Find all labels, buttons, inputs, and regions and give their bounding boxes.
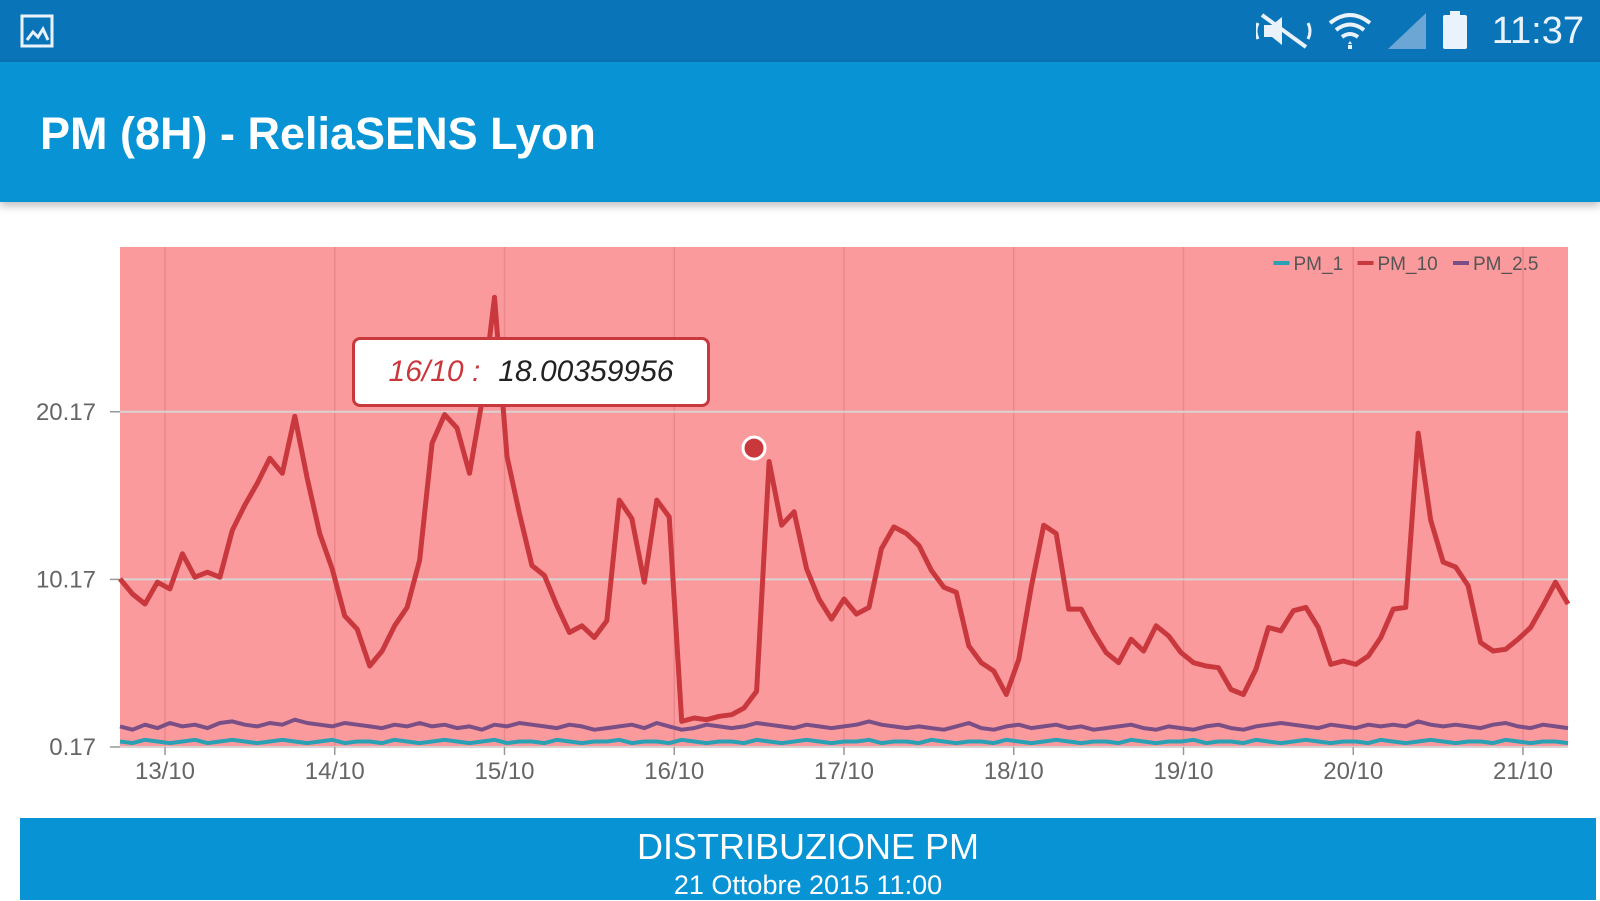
x-tick-label: 14/10 <box>305 758 365 785</box>
x-axis-ticks: 13/10 14/10 15/10 16/10 17/10 18/10 19/10 20/10… <box>135 747 1553 785</box>
status-icons: 11:37 <box>1255 0 1584 62</box>
page-title: PM (8H) - ReliaSENS Lyon <box>40 108 596 159</box>
highlight-layer <box>741 435 767 461</box>
x-tick-label: 21/10 <box>1493 758 1553 785</box>
x-tick-label: 17/10 <box>814 758 874 785</box>
pm-chart[interactable]: 13/10 14/10 15/10 16/10 17/10 18/10 19/10 20/10… <box>0 215 1600 790</box>
signal-icon <box>1387 13 1426 49</box>
x-tick-label: 20/10 <box>1323 758 1383 785</box>
x-tick-label: 18/10 <box>984 758 1044 785</box>
status-bar: 11:37 <box>0 0 1600 62</box>
distribution-date: 21 Ottobre 2015 11:00 <box>673 870 943 900</box>
distribution-title: DISTRIBUZIONE PM <box>636 826 980 867</box>
tooltip-value: 18.00359956 <box>498 355 674 388</box>
legend-item[interactable]: PM_10 <box>1357 254 1438 275</box>
legend-label: PM_1 <box>1294 254 1344 275</box>
distribution-panel[interactable]: DISTRIBUZIONE PM 21 Ottobre 2015 11:00 <box>20 818 1596 900</box>
x-tick-label: 19/10 <box>1153 758 1213 785</box>
battery-icon <box>1442 11 1467 49</box>
series-layer <box>118 294 1571 746</box>
series-line-pm_10[interactable] <box>118 294 1571 724</box>
y-tick-label: 20.17 <box>36 399 96 426</box>
y-axis-ticks: 0.17 10.17 20.17 <box>36 399 120 761</box>
chart-tooltip: 16/10 : 18.00359956 <box>352 337 710 407</box>
y-tick-label: 0.17 <box>49 734 96 761</box>
status-clock: 11:37 <box>1491 9 1584 52</box>
highlight-point[interactable] <box>741 435 767 461</box>
chart-svg[interactable]: 13/10 14/10 15/10 16/10 17/10 18/10 19/10 20/10… <box>0 215 1600 790</box>
y-tick-label: 10.17 <box>36 566 96 593</box>
grid-vertical <box>164 247 1524 747</box>
legend-item[interactable]: PM_2.5 <box>1453 254 1538 275</box>
app-bar: PM (8H) - ReliaSENS Lyon <box>0 62 1600 202</box>
mute-icon <box>1255 13 1312 49</box>
gallery-notification-icon <box>20 14 54 48</box>
wifi-icon <box>1328 13 1371 49</box>
legend-item[interactable]: PM_1 <box>1273 254 1344 275</box>
legend-label: PM_10 <box>1378 254 1438 275</box>
chart-legend[interactable]: PM_1 PM_10 PM_2.5 <box>1273 254 1539 275</box>
x-tick-label: 16/10 <box>644 758 704 785</box>
tooltip-date: 16/10 : <box>388 355 481 388</box>
x-tick-label: 15/10 <box>474 758 534 785</box>
series-line-pm_1[interactable] <box>119 737 1569 746</box>
legend-label: PM_2.5 <box>1473 254 1538 275</box>
x-tick-label: 13/10 <box>135 758 195 785</box>
series-line-pm_25[interactable] <box>119 717 1569 732</box>
